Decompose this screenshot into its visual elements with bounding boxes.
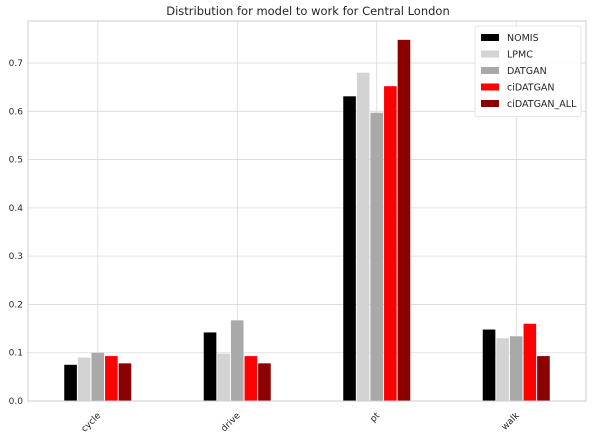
- bar-datgan-cycle: [91, 352, 105, 401]
- legend-label: ciDATGAN_ALL: [507, 99, 577, 110]
- x-axis-ticks: cycle drive pt walk: [80, 410, 523, 434]
- bar-nomis-pt: [343, 96, 356, 402]
- legend: NOMIS LPMC DATGAN ciDATGAN ciDATGAN_ALL: [474, 25, 582, 117]
- legend-box: [474, 25, 582, 117]
- y-tick-label: 0.7: [9, 59, 23, 69]
- y-tick-label: 0.1: [9, 349, 23, 359]
- x-tick-label: drive: [219, 411, 243, 435]
- bar-lpmc-cycle: [77, 357, 91, 401]
- bar-cidatgan_all-cycle: [118, 363, 132, 401]
- legend-swatch: [481, 83, 499, 91]
- bar-lpmc-pt: [356, 72, 370, 401]
- bar-datgan-drive: [230, 320, 244, 401]
- bar-nomis-walk: [482, 329, 496, 401]
- y-tick-label: 0.3: [9, 252, 23, 262]
- bars: [64, 39, 550, 402]
- bar-cidatgan_all-pt: [397, 39, 411, 402]
- x-tick-label: walk: [500, 410, 522, 432]
- legend-swatch: [481, 100, 499, 107]
- y-tick-label: 0.2: [9, 300, 23, 310]
- legend-label: LPMC: [507, 50, 533, 61]
- y-tick-label: 0.0: [9, 397, 24, 407]
- x-tick-label: cycle: [80, 411, 104, 435]
- bar-lpmc-walk: [496, 338, 509, 401]
- y-tick-label: 0.5: [9, 156, 23, 166]
- bar-cidatgan_all-walk: [537, 356, 550, 401]
- y-axis-ticks: 0.0 0.1 0.2 0.3 0.4 0.5 0.6 0.7: [9, 59, 24, 407]
- bar-cidatgan-walk: [523, 323, 537, 401]
- bar-cidatgan-drive: [244, 356, 258, 401]
- bar-lpmc-drive: [217, 353, 230, 401]
- legend-swatch: [481, 34, 499, 41]
- legend-swatch: [481, 50, 499, 58]
- legend-label: NOMIS: [507, 33, 539, 44]
- x-tick-label: pt: [369, 411, 383, 425]
- bar-datgan-walk: [509, 336, 523, 401]
- bar-cidatgan_all-drive: [258, 363, 271, 401]
- bar-cidatgan-cycle: [105, 356, 118, 401]
- legend-label: DATGAN: [507, 66, 547, 77]
- y-tick-label: 0.6: [9, 107, 24, 117]
- bar-datgan-pt: [370, 112, 384, 402]
- bar-nomis-cycle: [64, 364, 77, 401]
- y-tick-label: 0.4: [9, 204, 24, 214]
- plot-frame: [27, 20, 587, 402]
- bar-nomis-drive: [203, 332, 217, 401]
- legend-swatch: [481, 67, 499, 74]
- chart-title: Distribution for model to work for Centr…: [166, 4, 450, 18]
- legend-label: ciDATGAN: [507, 83, 555, 94]
- bar-cidatgan-pt: [384, 86, 397, 402]
